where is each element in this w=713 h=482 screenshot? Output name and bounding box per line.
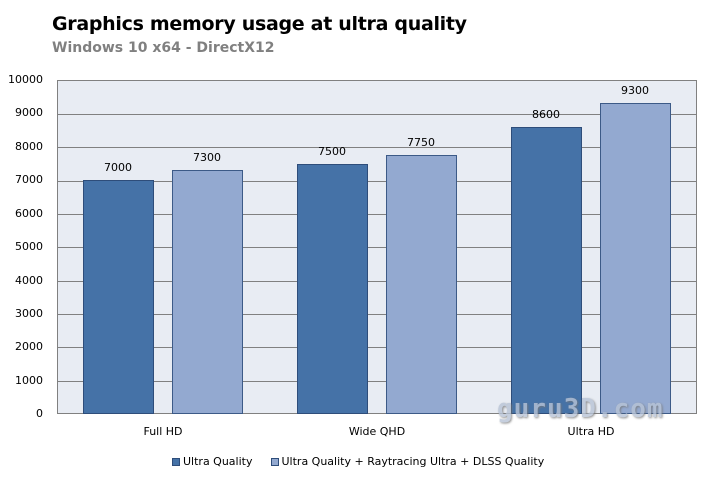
- y-tick-3000: 3000: [15, 307, 43, 320]
- y-tick-1000: 1000: [15, 374, 43, 387]
- y-tick-8000: 8000: [15, 140, 43, 153]
- y-tick-9000: 9000: [15, 106, 43, 119]
- x-category-full-hd: Full HD: [143, 425, 183, 438]
- gridline: [58, 281, 696, 282]
- legend-swatch-icon: [270, 457, 279, 466]
- gridline: [58, 381, 696, 382]
- value-label: 7000: [104, 161, 132, 174]
- y-tick-7000: 7000: [15, 173, 43, 186]
- value-label: 7750: [407, 136, 435, 149]
- gridline: [58, 247, 696, 248]
- legend-item-ultra-quality: Ultra Quality: [172, 455, 253, 468]
- legend: Ultra Quality Ultra Quality + Raytracing…: [172, 455, 562, 468]
- y-tick-10000: 10000: [8, 73, 43, 86]
- y-tick-2000: 2000: [15, 340, 43, 353]
- bar-full-hd-raytracing: [172, 170, 243, 414]
- x-category-wide-qhd: Wide QHD: [348, 425, 406, 438]
- value-label: 9300: [621, 84, 649, 97]
- y-tick-5000: 5000: [15, 240, 43, 253]
- gridline: [58, 214, 696, 215]
- gridline: [58, 181, 696, 182]
- legend-item-raytracing: Ultra Quality + Raytracing Ultra + DLSS …: [270, 455, 545, 468]
- gridline: [58, 114, 696, 115]
- gridline: [58, 147, 696, 148]
- legend-label: Ultra Quality + Raytracing Ultra + DLSS …: [281, 455, 545, 468]
- watermark-logo: guru3D.com: [497, 394, 664, 424]
- x-category-ultra-hd: Ultra HD: [567, 425, 615, 438]
- chart-title: Graphics memory usage at ultra quality: [52, 13, 467, 35]
- gridline: [58, 314, 696, 315]
- gridline: [58, 347, 696, 348]
- value-label: 7300: [193, 151, 221, 164]
- bar-wide-qhd-raytracing: [386, 155, 457, 414]
- value-label: 7500: [318, 145, 346, 158]
- bar-full-hd-ultra-quality: [83, 180, 154, 414]
- y-tick-6000: 6000: [15, 207, 43, 220]
- y-tick-0: 0: [36, 407, 43, 420]
- bar-ultra-hd-raytracing: [600, 103, 671, 414]
- chart-subtitle: Windows 10 x64 - DirectX12: [52, 40, 275, 56]
- y-tick-4000: 4000: [15, 274, 43, 287]
- legend-swatch-icon: [172, 457, 180, 466]
- bar-wide-qhd-ultra-quality: [297, 164, 368, 414]
- bar-ultra-hd-ultra-quality: [511, 127, 582, 414]
- plot-area: guru3D.com: [57, 80, 697, 424]
- value-label: 8600: [532, 108, 560, 121]
- legend-label: Ultra Quality: [183, 455, 253, 468]
